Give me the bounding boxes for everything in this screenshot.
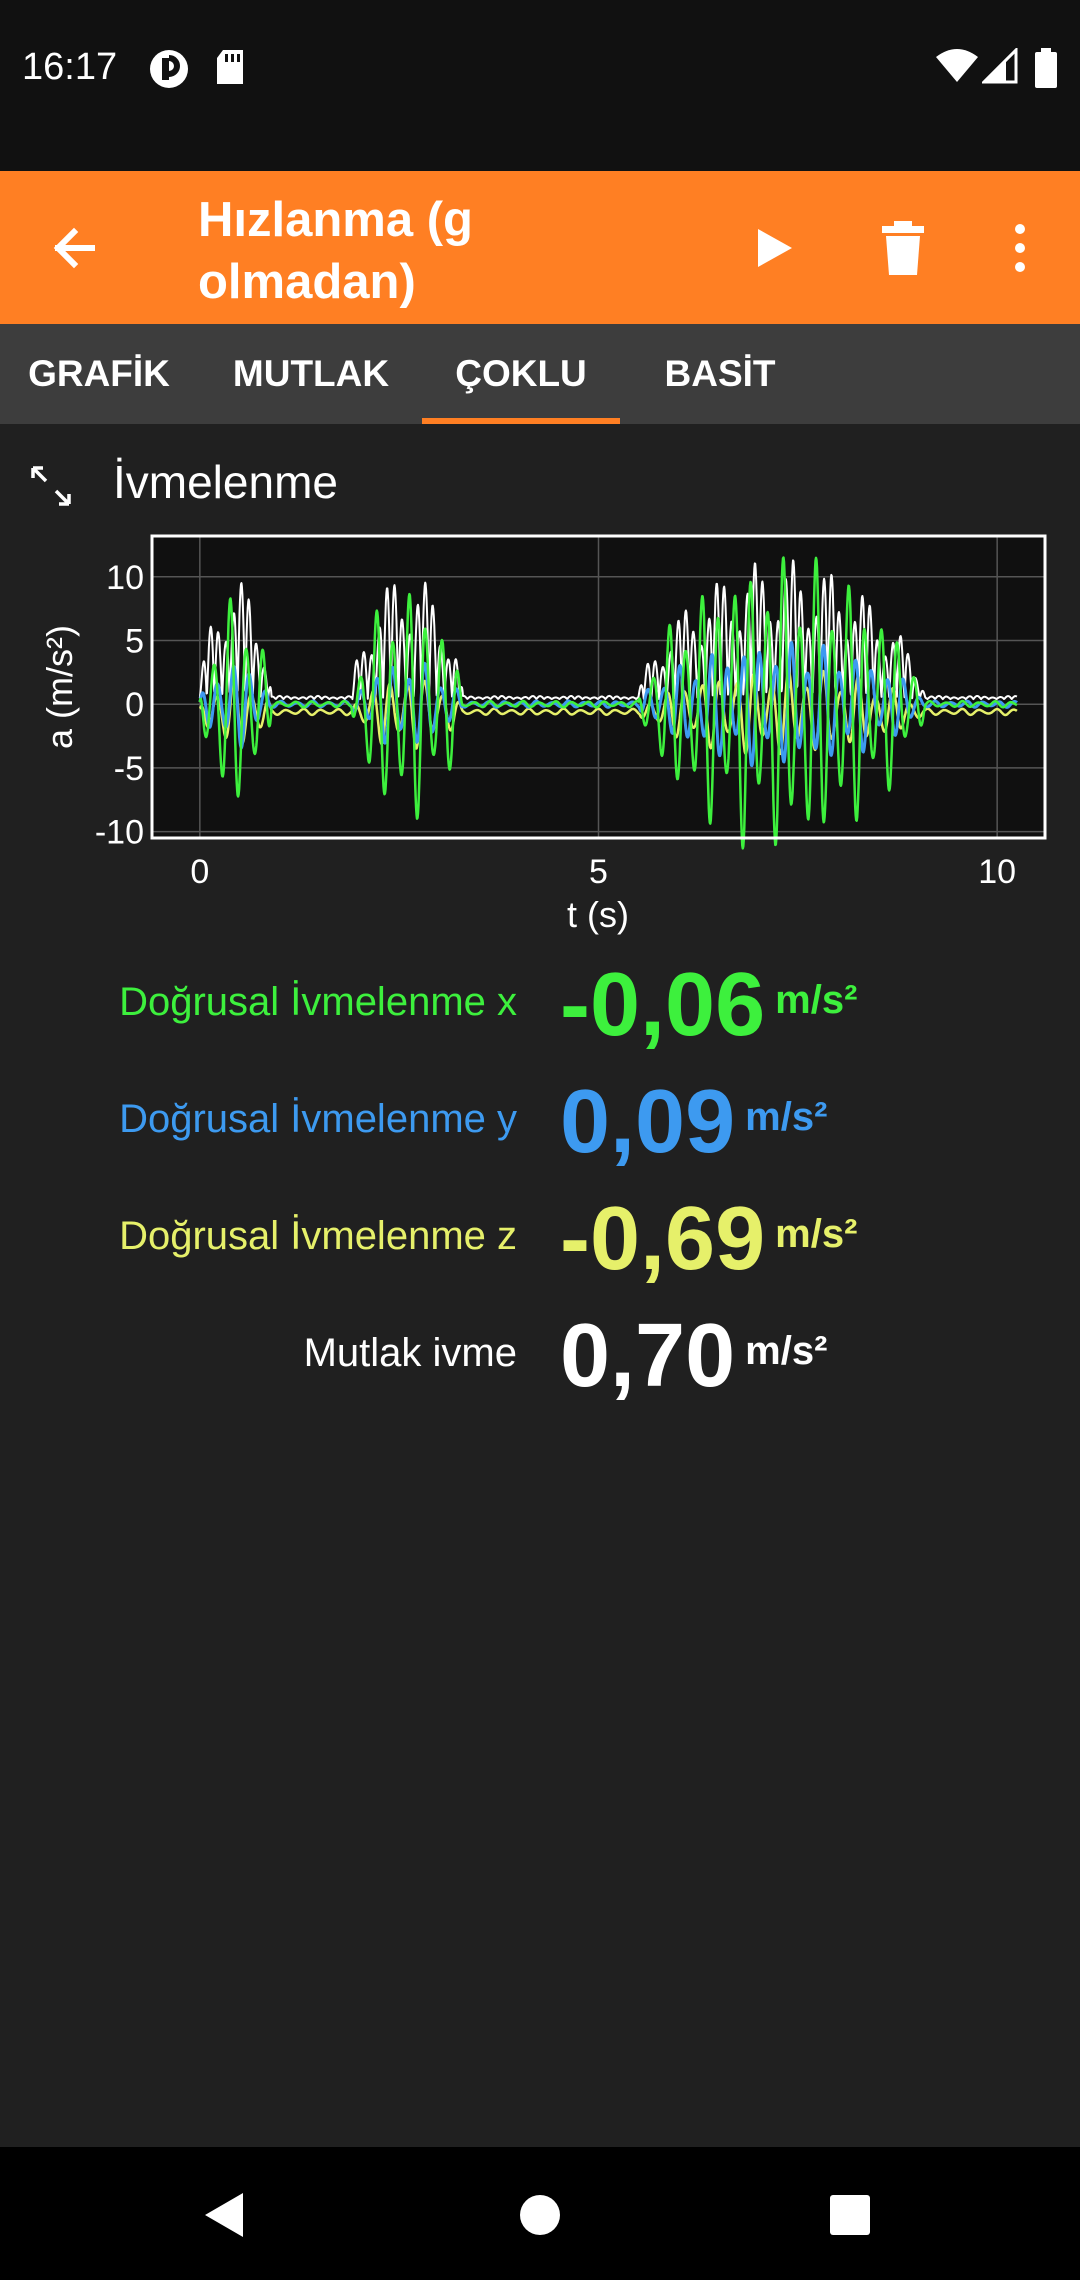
- tab-mutlak[interactable]: MUTLAK: [232, 353, 390, 394]
- trash-icon[interactable]: [868, 213, 938, 283]
- battery-icon: [1035, 48, 1057, 88]
- signal-icon: [982, 48, 1018, 84]
- page-title: Hızlanma (g olmadan): [198, 193, 473, 309]
- tab-basit[interactable]: BASİT: [664, 353, 776, 394]
- reading-row-z: Doğrusal İvmelenme z -0,69 m/s²: [0, 1184, 1080, 1294]
- sd-card-icon: [217, 50, 243, 84]
- reading-unit-z: m/s²: [775, 1212, 858, 1256]
- home-circle-icon[interactable]: [510, 2185, 570, 2245]
- reading-unit-y: m/s²: [745, 1095, 828, 1139]
- reading-label-z: Doğrusal İvmelenme z: [119, 1214, 517, 1258]
- y-tick-labels: 10 5 0 -5 -10: [95, 559, 144, 852]
- reading-row-y: Doğrusal İvmelenme y 0,09 m/s²: [0, 1067, 1080, 1177]
- acceleration-chart[interactable]: 10 5 0 -5 -10 0 5 10 a (m/s²) t (s): [0, 520, 1080, 940]
- y-axis-label: a (m/s²): [39, 625, 80, 749]
- back-arrow-icon[interactable]: [40, 213, 110, 283]
- app-notification-icon: [150, 50, 188, 88]
- reading-label-x: Doğrusal İvmelenme x: [119, 980, 517, 1024]
- plot-border: [150, 534, 1047, 840]
- navigation-bar: [0, 2147, 1080, 2280]
- y-tick-label: 5: [125, 622, 144, 660]
- active-tab-indicator: [422, 418, 620, 424]
- status-bar: 16:17: [0, 0, 1080, 171]
- tab-coklu[interactable]: ÇOKLU: [455, 353, 587, 394]
- more-vert-icon[interactable]: [985, 213, 1055, 283]
- x-tick-label: 5: [589, 853, 608, 891]
- reading-number-abs: 0,70: [560, 1306, 736, 1406]
- back-triangle-icon[interactable]: [195, 2185, 255, 2245]
- reading-unit-x: m/s²: [775, 978, 858, 1022]
- reading-value-z: -0,69 m/s²: [560, 1184, 857, 1289]
- reading-value-abs: 0,70 m/s²: [560, 1301, 827, 1406]
- reading-value-x: -0,06 m/s²: [560, 950, 857, 1055]
- y-tick-label: -5: [114, 750, 144, 788]
- section-header: İvmelenme: [0, 445, 1080, 525]
- x-tick-labels: 0 5 10: [190, 853, 1016, 891]
- chart-series: [198, 556, 1018, 850]
- series-x: [198, 556, 1018, 850]
- x-tick-label: 10: [978, 853, 1016, 891]
- chart-grid: [152, 536, 1045, 838]
- y-tick-label: 10: [106, 559, 144, 597]
- x-axis-label: t (s): [567, 894, 629, 935]
- reading-value-y: 0,09 m/s²: [560, 1067, 827, 1172]
- section-title: İvmelenme: [113, 456, 338, 508]
- reading-number-x: -0,06: [560, 955, 766, 1055]
- wifi-icon: [936, 49, 978, 82]
- expand-icon[interactable]: [28, 463, 74, 509]
- reading-number-z: -0,69: [560, 1189, 766, 1289]
- reading-label-y: Doğrusal İvmelenme y: [119, 1097, 517, 1141]
- reading-row-x: Doğrusal İvmelenme x -0,06 m/s²: [0, 950, 1080, 1060]
- play-icon[interactable]: [738, 213, 808, 283]
- status-time: 16:17: [22, 46, 118, 88]
- reading-row-abs: Mutlak ivme 0,70 m/s²: [0, 1301, 1080, 1411]
- app-bar: Hızlanma (g olmadan): [0, 171, 1080, 324]
- reading-label-abs: Mutlak ivme: [303, 1331, 517, 1375]
- y-tick-label: -10: [95, 814, 144, 852]
- x-tick-label: 0: [190, 853, 209, 891]
- reading-number-y: 0,09: [560, 1072, 736, 1172]
- tab-bar: GRAFİK MUTLAK ÇOKLU BASİT: [0, 324, 1080, 424]
- tab-grafik[interactable]: GRAFİK: [28, 353, 170, 394]
- recents-square-icon[interactable]: [820, 2185, 880, 2245]
- y-tick-label: 0: [125, 686, 144, 724]
- reading-unit-abs: m/s²: [745, 1329, 828, 1373]
- series-absolute: [198, 559, 1018, 701]
